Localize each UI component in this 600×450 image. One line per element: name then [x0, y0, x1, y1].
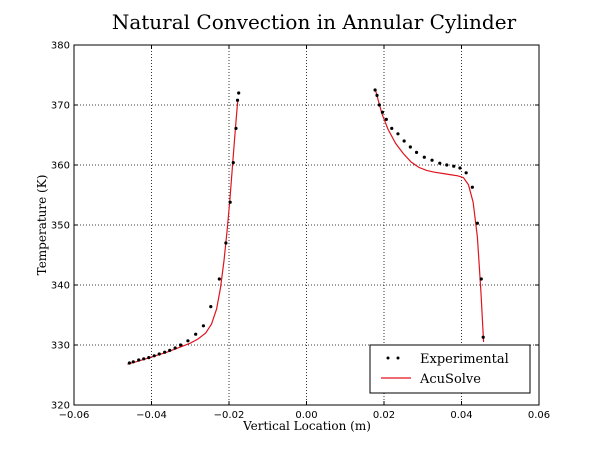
x-tick-label: 0.04: [450, 410, 472, 421]
experimental-point: [422, 155, 426, 159]
experimental-point: [445, 163, 449, 167]
y-tick-label: 380: [51, 41, 70, 52]
y-tick-label: 340: [51, 281, 70, 292]
experimental-point: [131, 360, 135, 364]
legend: Experimental AcuSolve: [369, 344, 531, 394]
experimental-point: [147, 356, 151, 360]
y-tick-label: 370: [51, 101, 70, 112]
x-axis: −0.06 −0.04 −0.02 0.00 0.02 0.04 0.06: [59, 45, 550, 421]
experimental-point: [209, 305, 213, 309]
experimental-point: [173, 346, 177, 350]
y-tick-label: 360: [51, 161, 70, 172]
experimental-point: [384, 117, 388, 121]
experimental-point: [152, 354, 156, 358]
legend-marker-experimental: [386, 356, 390, 360]
experimental-point: [224, 241, 228, 245]
experimental-point: [194, 332, 198, 336]
x-tick-label: −0.06: [59, 410, 90, 421]
experimental-point: [375, 93, 379, 97]
experimental-point: [237, 91, 241, 95]
experimental-point: [470, 185, 474, 189]
x-tick-label: 0.00: [295, 410, 317, 421]
acusolve-line-left: [127, 98, 239, 365]
x-axis-label: Vertical Location (m): [242, 419, 371, 433]
legend-label-acusolve: AcuSolve: [419, 372, 481, 387]
x-tick-label: 0.06: [528, 410, 550, 421]
experimental-point: [157, 352, 161, 356]
x-tick-label: 0.02: [373, 410, 395, 421]
experimental-point: [481, 335, 485, 339]
experimental-point: [235, 98, 240, 102]
experimental-point: [163, 350, 167, 354]
experimental-point: [178, 343, 183, 347]
plot-area: [127, 88, 485, 365]
legend-marker-experimental: [396, 356, 400, 360]
experimental-point: [390, 126, 394, 130]
experimental-point: [479, 277, 483, 281]
experimental-point: [137, 358, 141, 362]
chart-title: Natural Convection in Annular Cylinder: [112, 10, 517, 34]
experimental-point: [380, 110, 385, 114]
x-tick-label: −0.02: [214, 410, 245, 421]
y-axis: 320 330 340 350 360 370 380: [51, 41, 539, 412]
experimental-point: [438, 161, 442, 165]
experimental-point: [475, 221, 479, 225]
experimental-point: [234, 126, 238, 130]
y-axis-label: Temperature (K): [35, 175, 49, 276]
experimental-point: [231, 161, 235, 165]
experimental-point: [464, 171, 468, 175]
experimental-point: [402, 139, 406, 143]
experimental-point: [186, 339, 190, 343]
y-tick-label: 350: [51, 221, 70, 232]
experimental-point: [396, 132, 400, 136]
acusolve-line-right: [374, 89, 485, 343]
experimental-point: [458, 166, 462, 170]
experimental-point: [408, 145, 412, 149]
experimental-point: [377, 103, 381, 107]
experimental-point: [127, 361, 132, 365]
y-tick-label: 330: [51, 341, 70, 352]
experimental-point: [201, 324, 206, 328]
experimental-point: [452, 164, 456, 168]
x-tick-label: −0.04: [136, 410, 167, 421]
experimental-point: [168, 348, 172, 352]
experimental-point: [217, 277, 221, 281]
legend-box: [369, 344, 531, 394]
experimental-point: [373, 88, 377, 92]
experimental-point: [430, 158, 434, 162]
experimental-point: [228, 200, 232, 204]
experimental-point: [414, 150, 419, 154]
legend-label-experimental: Experimental: [420, 352, 509, 367]
experimental-point: [142, 357, 146, 361]
y-tick-label: 320: [51, 401, 70, 412]
